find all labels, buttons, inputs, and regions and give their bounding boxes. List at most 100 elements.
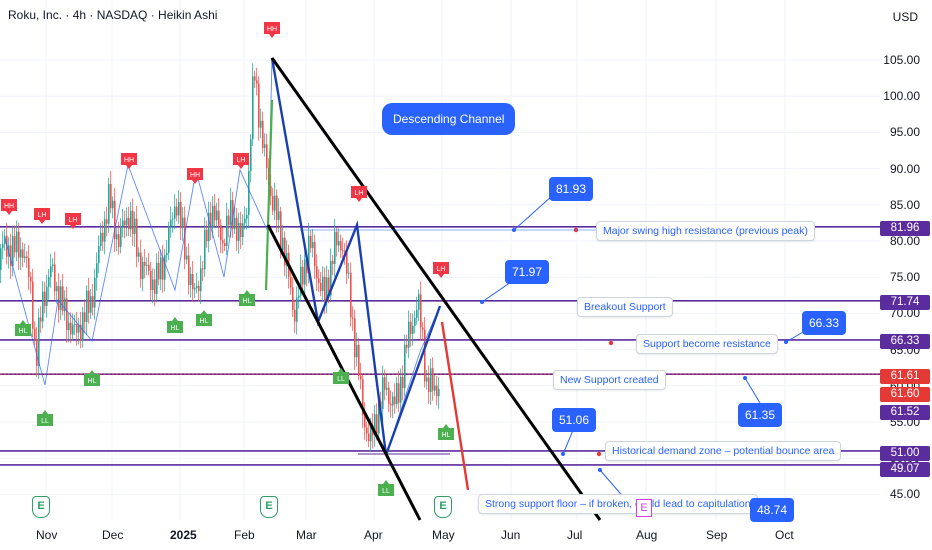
candle-body xyxy=(12,236,14,267)
candle-body xyxy=(422,327,424,330)
candle-body xyxy=(390,403,392,406)
candle-body xyxy=(138,252,140,257)
candle-body xyxy=(382,377,384,409)
candle-body xyxy=(384,377,386,390)
candle-body xyxy=(202,268,204,270)
candle-body xyxy=(134,218,136,234)
candle-body xyxy=(322,276,324,292)
x-tick-label: Sep xyxy=(706,528,728,542)
connector-line xyxy=(744,377,761,404)
candle-body xyxy=(126,217,128,226)
candle-body xyxy=(332,261,334,265)
candle-body xyxy=(184,217,186,260)
candle-body xyxy=(306,259,308,274)
swing-marker-label: LL xyxy=(382,488,390,495)
candle-body xyxy=(174,206,176,219)
candle-body xyxy=(234,217,236,229)
connector-dot xyxy=(743,376,747,380)
callout-new-support: New Support created xyxy=(553,370,666,390)
swing-marker-label: HH xyxy=(267,26,277,33)
candle-body xyxy=(326,277,328,302)
candle-body xyxy=(190,273,192,285)
candle-body xyxy=(276,195,278,220)
candle-body xyxy=(280,211,282,251)
chart-title: Roku, Inc. · 4h · NASDAQ · Heikin Ashi xyxy=(8,8,218,22)
candle-body xyxy=(360,375,362,380)
candle-body xyxy=(272,195,274,211)
heikin-ashi-candles xyxy=(0,63,440,453)
candle-body xyxy=(30,277,32,282)
candle-body xyxy=(220,225,222,241)
candle-body xyxy=(124,220,126,226)
candle-body xyxy=(68,322,70,331)
candle-body xyxy=(158,262,160,280)
candle-body xyxy=(302,266,304,285)
candle-body xyxy=(312,241,314,249)
swing-marker-label: LL xyxy=(41,418,49,425)
candle-body xyxy=(266,144,268,168)
swing-marker-label: HH xyxy=(124,157,134,164)
projection-leg xyxy=(440,321,470,491)
candle-body xyxy=(210,212,212,228)
candle-body xyxy=(102,232,104,242)
x-tick-label: Mar xyxy=(296,528,317,542)
x-tick-label: May xyxy=(432,528,455,542)
candle-body xyxy=(258,83,260,128)
swing-marker xyxy=(378,480,394,496)
candle-body xyxy=(368,433,370,442)
earnings-icon[interactable]: E xyxy=(260,496,278,518)
currency-label[interactable]: USD xyxy=(892,10,918,24)
x-tick-label: Aug xyxy=(636,528,658,542)
candle-body xyxy=(426,377,428,382)
candle-body xyxy=(50,266,52,278)
candle-body xyxy=(34,328,36,340)
x-tick-label: Jun xyxy=(501,528,521,542)
candle-body xyxy=(164,255,166,280)
candle-body xyxy=(410,321,412,334)
candle-body xyxy=(406,344,408,348)
candle-body xyxy=(264,144,266,148)
candle-body xyxy=(386,387,388,390)
swing-marker xyxy=(433,262,449,278)
swing-marker-label: HL xyxy=(200,318,209,325)
earnings-icon[interactable]: E xyxy=(32,496,50,518)
y-tick-label: 105.00 xyxy=(883,53,920,67)
candle-body xyxy=(94,277,96,308)
candle-body xyxy=(320,282,322,292)
candle-body xyxy=(152,279,154,291)
candle-body xyxy=(238,222,240,241)
candle-body xyxy=(310,235,312,249)
value-box-71-97: 71.97 xyxy=(505,260,550,284)
candle-body xyxy=(354,318,356,358)
candle-body xyxy=(170,219,172,227)
swing-marker-label: HH xyxy=(190,172,200,179)
candle-body xyxy=(154,279,156,294)
callout-connectors xyxy=(300,195,811,501)
candle-body xyxy=(318,278,320,283)
candle-body xyxy=(206,229,208,242)
earnings-icon[interactable]: E xyxy=(434,496,452,518)
candle-body xyxy=(142,261,144,279)
candle-body xyxy=(304,259,306,285)
connector-line xyxy=(562,427,575,455)
value-box-66-33: 66.33 xyxy=(802,311,847,335)
candle-body xyxy=(64,298,66,312)
candle-body xyxy=(254,76,256,81)
earnings-upcoming-icon[interactable]: E xyxy=(636,499,652,517)
candle-body xyxy=(0,248,2,270)
connector-dot xyxy=(784,340,788,344)
swing-marker xyxy=(196,310,212,326)
candle-body xyxy=(400,376,402,403)
candle-body xyxy=(284,237,286,266)
candle-body xyxy=(392,396,394,406)
candle-body xyxy=(176,206,178,216)
swing-marker-label: HL xyxy=(88,378,97,385)
candle-body xyxy=(358,344,360,376)
candle-body xyxy=(182,217,184,228)
candle-body xyxy=(104,219,106,242)
callout-demand-zone: Historical demand zone – potential bounc… xyxy=(605,441,842,461)
swing-marker xyxy=(233,153,249,169)
candle-body xyxy=(248,170,250,215)
candle-body xyxy=(90,296,92,313)
